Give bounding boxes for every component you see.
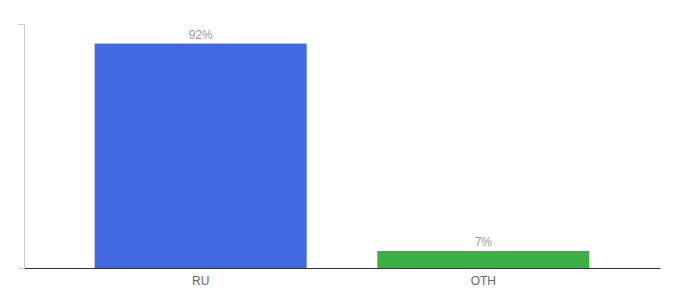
x-axis-line [25,268,661,269]
bars [95,44,590,268]
chart-container: 92% 7% RU OTH [0,0,680,300]
plot-area: 92% 7% RU OTH [18,25,661,288]
x-tick-label: OTH [471,274,496,288]
chart-svg: 92% 7% RU OTH [0,0,680,300]
y-axis-line [18,25,25,269]
data-label: 7% [475,235,493,249]
x-tick: OTH [471,274,496,288]
bar [95,44,307,268]
y-axis [18,25,25,269]
x-tick: RU [192,274,209,288]
bar [377,251,589,268]
data-labels: 92% 7% [189,28,493,249]
data-label: 92% [189,28,213,42]
x-axis: RU OTH [25,269,661,288]
x-tick-label: RU [192,274,209,288]
